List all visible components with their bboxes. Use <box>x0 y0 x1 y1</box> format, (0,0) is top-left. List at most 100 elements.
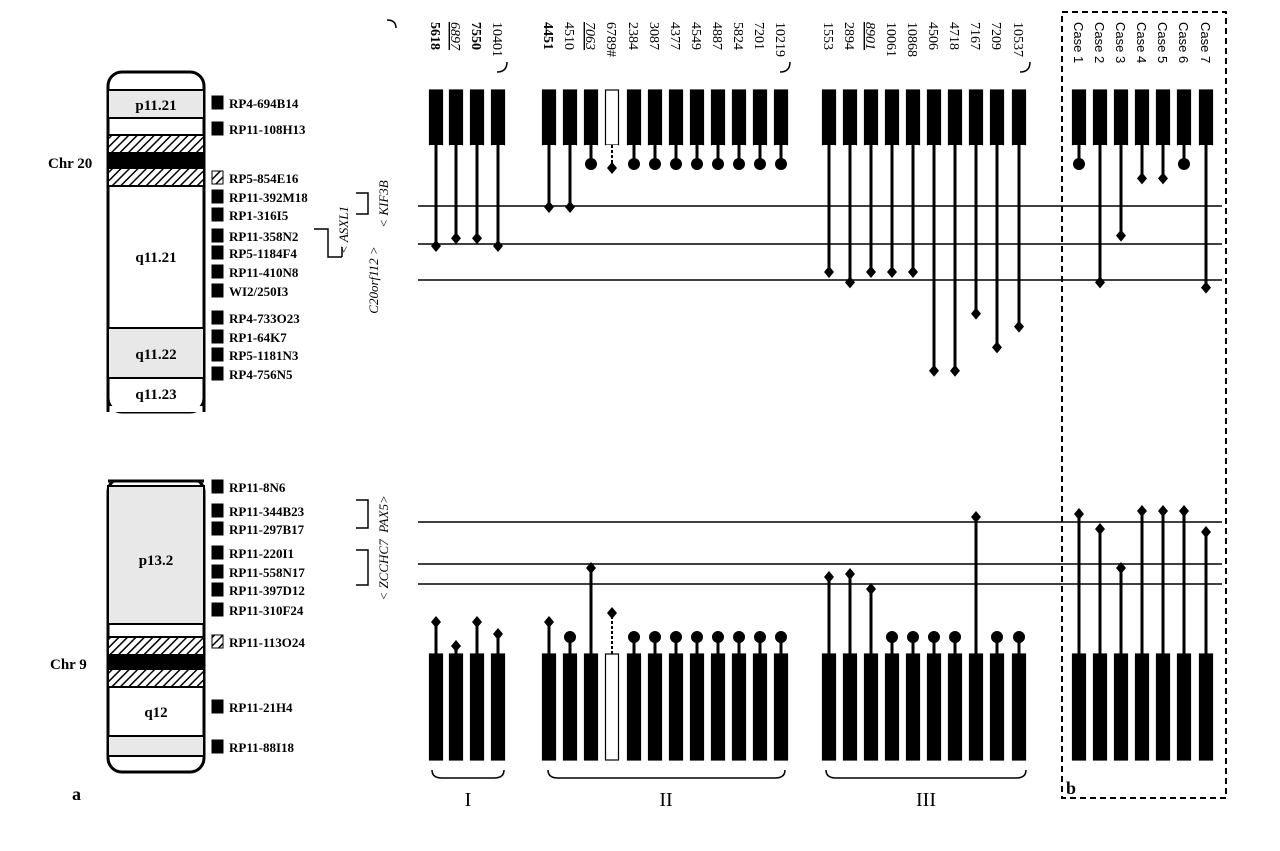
col-10401-chr20-bar <box>490 89 506 146</box>
col-1553-chr9-breakpoint <box>824 571 834 583</box>
chr20-clone-marker <box>211 264 224 279</box>
chr20-label: Chr 20 <box>48 156 92 172</box>
chr9-clone-name: RP11-88I18 <box>229 740 295 755</box>
col-7167-chr20-bar <box>968 89 984 146</box>
col-10401-label: 10401 <box>489 22 504 57</box>
chr20-clone-marker <box>211 189 224 204</box>
col-4887-chr20-bar <box>710 89 726 146</box>
col-8901-chr20-breakpoint <box>866 266 876 278</box>
col-3087-chr9-bar <box>647 653 663 761</box>
col-7063-chr9-breakpoint <box>586 562 596 574</box>
col-10537-chr9-dot <box>1013 631 1025 643</box>
col-Case3-chr20-breakpoint <box>1116 229 1126 242</box>
col-10868-chr20-bar <box>905 89 921 146</box>
chr20-clone-marker <box>211 245 224 260</box>
panel-b-label: b <box>1066 778 1076 798</box>
col-2894-chr9-bar <box>842 653 858 761</box>
col-3087-chr9-dot <box>649 631 661 643</box>
col-7550-chr9-breakpoint <box>472 616 482 628</box>
gene-brackets <box>314 192 369 586</box>
col-4887-chr20-dot <box>712 158 724 170</box>
col-Case5-chr9-bar <box>1155 653 1171 761</box>
col-6789-chr9-bar <box>604 653 620 761</box>
col-Case2-chr20-bar <box>1092 89 1108 146</box>
col-4510-label: 4510 <box>561 22 576 50</box>
col-4887-chr9-bar <box>710 653 726 761</box>
col-4451-chr20-breakpoint <box>544 201 554 213</box>
col-6897-chr9-breakpoint <box>451 640 461 652</box>
band-q12: q12 <box>144 705 167 721</box>
col-5824-chr9-bar <box>731 653 747 761</box>
col-7167-label: 7167 <box>967 22 982 50</box>
col-4549-label: 4549 <box>688 22 703 50</box>
band-q11.23: q11.23 <box>135 387 176 403</box>
col-4510-chr9-bar <box>562 653 578 761</box>
col-10219-chr20-dot <box>775 158 787 170</box>
chr20-clone-marker <box>211 170 224 185</box>
col-4451-chr9-bar <box>541 653 557 761</box>
col-4549-chr20-dot <box>691 158 703 170</box>
col-Case7-chr9-bar <box>1198 653 1214 761</box>
chr9-clone-marker <box>211 545 224 560</box>
col-Case7-chr20-bar <box>1198 89 1214 146</box>
col-Case1-chr20-bar <box>1071 89 1087 146</box>
col-10401-chr20-breakpoint <box>493 240 503 252</box>
col-1553-chr9-bar <box>821 653 837 761</box>
col-4549-chr9-dot <box>691 631 703 643</box>
col-4718-chr9-bar <box>947 653 963 761</box>
chr20-clone-marker <box>211 207 224 222</box>
col-4718-chr20-bar <box>947 89 963 146</box>
col-2894-chr20-breakpoint <box>845 276 855 289</box>
col-Case1-chr20-dot <box>1073 158 1085 170</box>
col-10401-chr9-breakpoint <box>493 628 503 640</box>
col-4549-chr20-bar <box>689 89 705 146</box>
col-6897-chr20-bar <box>448 89 464 146</box>
chr20-clone-marker <box>211 347 224 362</box>
chr20-clone-name: RP5-1181N3 <box>229 348 299 363</box>
col-5618-chr20-bar <box>428 89 444 146</box>
col-7550-chr20-bar <box>469 89 485 146</box>
col-7167-chr9-breakpoint <box>971 511 981 523</box>
col-2384-chr9-dot <box>628 631 640 643</box>
col-Case7-chr9-breakpoint <box>1201 526 1211 538</box>
chr9-clone-name: RP11-397D12 <box>229 583 305 598</box>
chr9-label: Chr 9 <box>50 657 87 673</box>
group-label-II: II <box>659 789 672 811</box>
col-5618-label: 5618 <box>427 22 442 50</box>
col-10868-chr9-bar <box>905 653 921 761</box>
col-6789-chr20-bar <box>604 89 620 146</box>
chr9-clone-name: RP11-297B17 <box>229 522 305 537</box>
chr20-clone-name: RP1-64K7 <box>229 330 287 345</box>
col-8901-chr9-breakpoint <box>866 583 876 595</box>
col-1553-label: 1553 <box>820 22 835 50</box>
col-4718-label: 4718 <box>946 22 961 50</box>
col-Case7-chr20-breakpoint <box>1201 281 1211 294</box>
col-Case3-chr20-bar <box>1113 89 1129 146</box>
col-10537-label: 10537 <box>1010 22 1025 57</box>
col-7201-chr9-dot <box>754 631 766 643</box>
col-2894-label: 2894 <box>841 22 856 50</box>
col-7167-chr20-breakpoint <box>971 307 981 320</box>
col-4377-chr20-dot <box>670 158 682 170</box>
col-7201-chr9-bar <box>752 653 768 761</box>
col-4549-chr9-bar <box>689 653 705 761</box>
col-3087-chr20-dot <box>649 158 661 170</box>
col-10061-chr20-bar <box>884 89 900 146</box>
chr20-clone-marker <box>211 310 224 325</box>
col-1553-chr20-bar <box>821 89 837 146</box>
breakpoint-lines <box>418 205 1222 585</box>
col-2384-chr20-dot <box>628 158 640 170</box>
chr9-clone-name: RP11-8N6 <box>229 480 286 495</box>
col-10219-chr9-dot <box>775 631 787 643</box>
col-4510-chr20-bar <box>562 89 578 146</box>
chr9-clone-name: RP11-344B23 <box>229 504 305 519</box>
chr9-clone-marker <box>211 521 224 536</box>
col-Case4-chr20-bar <box>1134 89 1150 146</box>
col-8901-chr9-bar <box>863 653 879 761</box>
col-Case2-chr9-breakpoint <box>1095 523 1105 535</box>
col-10219-chr20-bar <box>773 89 789 146</box>
col-4887-label: 4887 <box>709 22 724 50</box>
col-4377-chr20-bar <box>668 89 684 146</box>
gene-c20orf112: C20orf112 > <box>366 246 381 313</box>
